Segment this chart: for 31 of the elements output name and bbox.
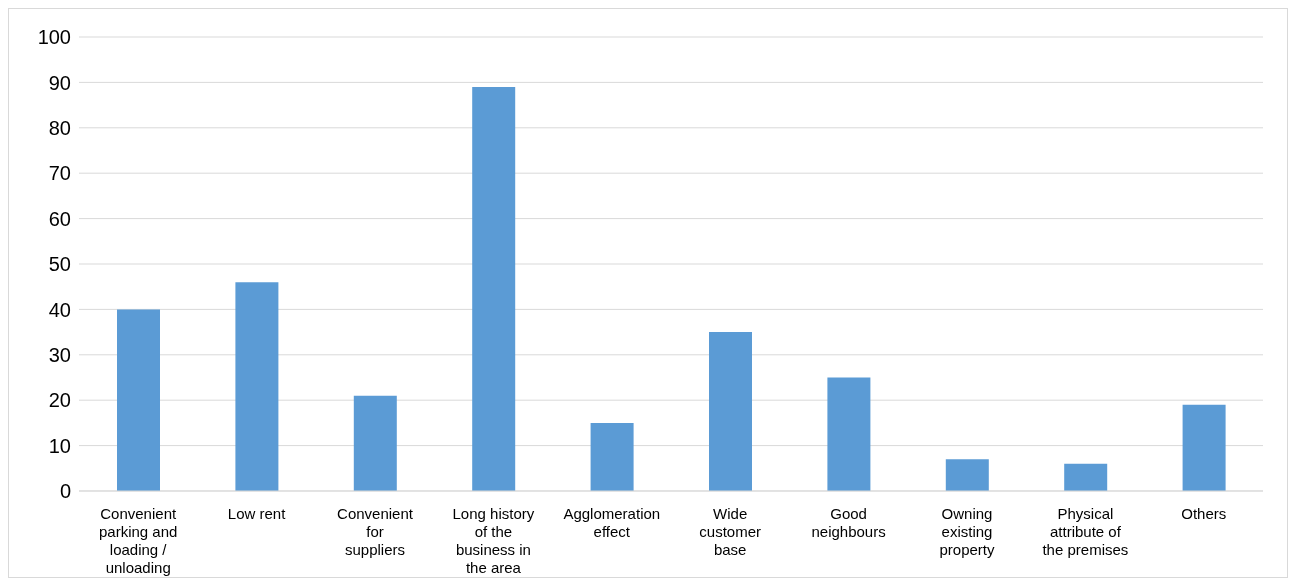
y-tick-label: 10 (48, 434, 71, 457)
x-tick-label: Others (1181, 505, 1227, 522)
y-tick-label: 50 (48, 253, 71, 276)
y-tick-label: 80 (48, 116, 71, 139)
x-tick-label: Convenient parking and loading / unloading (99, 505, 178, 576)
bar (1064, 463, 1108, 491)
bar (1182, 404, 1226, 491)
x-tick-label: Low rent (227, 505, 287, 522)
x-tick-label: Convenient for suppliers (337, 505, 414, 558)
x-tick-label: Physical attribute of the premises (1042, 505, 1129, 558)
x-tick-label: Wide customer base (699, 505, 762, 558)
y-tick-label: 20 (48, 389, 71, 412)
y-tick-label: 40 (48, 298, 71, 321)
y-tick-label: 100 (37, 26, 71, 49)
y-tick-label: 0 (59, 480, 71, 503)
y-tick-label: 70 (48, 162, 71, 185)
bar (353, 395, 397, 491)
x-tick-label: Long history of the business in the area (452, 505, 535, 576)
y-tick-label: 90 (48, 71, 71, 94)
bar (709, 332, 752, 491)
x-tick-label: Good neighbours (811, 505, 886, 540)
y-tick-label: 30 (48, 343, 71, 366)
y-tick-label: 60 (48, 207, 71, 230)
bar (827, 377, 871, 491)
bar (117, 309, 160, 491)
x-tick-label: Owning existing property (939, 505, 996, 558)
bar (472, 86, 516, 491)
bar (590, 422, 634, 491)
x-tick-label: Agglomeration effect (563, 505, 661, 540)
bar (235, 282, 279, 491)
bar (945, 459, 989, 491)
